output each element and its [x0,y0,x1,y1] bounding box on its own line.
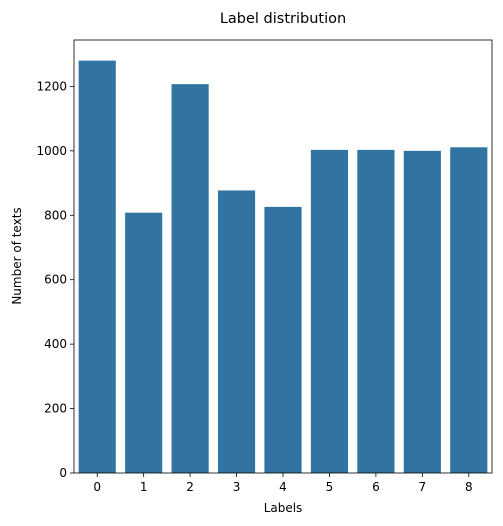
y-axis-label: Number of texts [10,207,24,304]
y-tick-label: 600 [44,273,67,287]
plot-frame [73,39,493,474]
x-tick-label: 7 [419,480,427,494]
bars-group [78,60,488,474]
y-tick-label: 1000 [36,144,67,158]
y-tick-label: 800 [44,208,67,222]
bar-0 [78,60,116,473]
bar-3 [217,190,256,473]
x-tick-label: 0 [93,480,101,494]
bar-7 [403,150,441,473]
bar-4 [264,206,302,473]
x-axis-label: Labels [264,501,303,515]
x-axis-ticks: 0 1 2 3 4 5 6 7 8 [93,473,473,494]
bar-1 [125,212,163,474]
y-tick-label: 1200 [36,79,67,93]
y-tick-label: 0 [59,466,67,480]
x-tick-label: 8 [465,480,473,494]
chart-title: Label distribution [220,11,346,27]
x-tick-label: 3 [233,480,241,494]
y-axis-ticks: 0 200 400 600 800 1000 1200 [36,79,74,480]
bar-2 [171,84,209,474]
bar-8 [450,147,488,473]
y-tick-label: 200 [44,402,67,416]
x-tick-label: 1 [140,480,148,494]
bar-6 [357,149,395,473]
x-tick-label: 6 [372,480,380,494]
x-tick-label: 2 [186,480,194,494]
bar-5 [310,149,349,473]
x-tick-label: 5 [326,480,334,494]
y-tick-label: 400 [44,337,67,351]
x-tick-label: 4 [279,480,287,494]
